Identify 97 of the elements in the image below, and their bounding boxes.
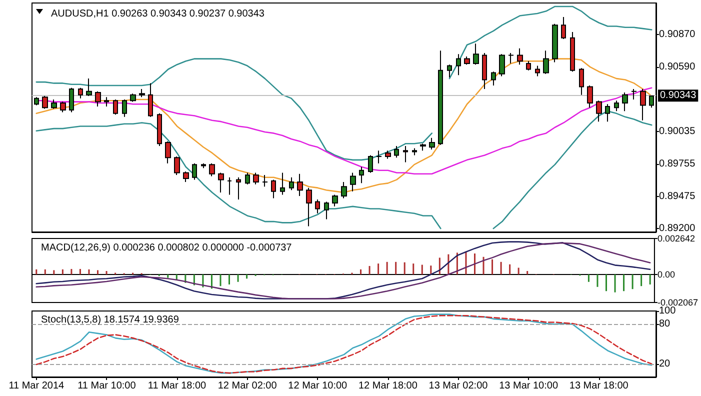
x-tick-label: 11 Mar 2014	[8, 380, 65, 392]
candlestick	[543, 50, 549, 74]
candlestick	[78, 87, 83, 99]
candlestick	[306, 187, 312, 227]
y-tick-label: 20	[659, 358, 671, 370]
candlestick	[359, 166, 364, 184]
candlestick	[482, 52, 487, 90]
candlestick	[262, 174, 268, 188]
candlestick	[183, 171, 189, 183]
candlestick	[113, 98, 118, 116]
y-tick-label: 0.90035	[659, 126, 696, 137]
y-tick-label: 0.89200	[659, 223, 696, 234]
candlestick	[201, 162, 206, 169]
x-tick-label: 11 Mar 10:00	[78, 380, 136, 392]
candlestick	[209, 162, 215, 177]
candlestick	[51, 98, 57, 110]
x-tick-label: 12 Mar 10:00	[288, 380, 348, 392]
candlestick	[412, 148, 417, 156]
x-tick-label: 12 Mar 18:00	[358, 380, 418, 392]
candlestick	[438, 50, 443, 146]
candlestick	[289, 176, 294, 191]
y-tick-label: 0.90870	[659, 28, 696, 40]
candlestick	[297, 173, 303, 196]
candlestick	[508, 52, 514, 64]
candlestick	[86, 78, 92, 96]
y-tick-label: 0.89755	[659, 158, 696, 170]
candlestick	[227, 176, 232, 196]
candlestick	[403, 145, 408, 163]
candlestick	[368, 154, 373, 174]
candlestick	[570, 32, 575, 72]
candlestick	[526, 60, 531, 71]
candlestick	[69, 87, 74, 113]
candlestick	[324, 201, 329, 220]
candlestick	[420, 143, 426, 152]
candlestick	[245, 172, 250, 185]
y-tick-label: 0.90590	[659, 61, 696, 72]
candlestick	[157, 112, 162, 146]
candlestick	[42, 95, 48, 110]
y-tick-label: 100	[659, 306, 676, 316]
candlestick	[561, 16, 566, 40]
candlestick	[280, 172, 285, 196]
candlestick	[622, 92, 628, 112]
candlestick	[535, 65, 540, 77]
candlestick	[394, 145, 399, 158]
candlestick	[253, 172, 259, 185]
candlestick	[376, 150, 382, 164]
line-series	[36, 58, 652, 194]
candlestick	[350, 172, 356, 192]
candlestick	[491, 71, 496, 86]
x-tick-label: 13 Mar 10:00	[499, 380, 558, 392]
candlestick	[332, 194, 338, 207]
candlestick	[605, 104, 610, 122]
candlestick	[614, 100, 619, 112]
text: AUDUSD,H1 0.90263 0.90343 0.90237 0.90343	[51, 8, 265, 20]
candlestick	[34, 96, 39, 106]
chart-title: MACD(12,26,9) 0.000236 0.000802 0.000000 -0.000737	[41, 242, 292, 254]
candlestick	[130, 93, 136, 102]
y-tick-label: 0.89475	[659, 191, 696, 202]
candlestick	[139, 88, 145, 98]
candlestick	[517, 48, 523, 66]
y-tick-label: 80	[659, 318, 671, 330]
candlestick	[631, 88, 637, 100]
candlestick	[473, 43, 479, 66]
candlestick	[579, 68, 584, 96]
candlestick	[104, 96, 109, 107]
candlestick	[122, 98, 127, 118]
candlestick	[271, 179, 276, 199]
candlestick	[587, 85, 593, 108]
x-tick-label: 12 Mar 02:00	[218, 380, 278, 392]
candlestick	[95, 90, 101, 107]
candlestick	[385, 150, 391, 160]
candlestick	[499, 54, 505, 77]
candlestick	[218, 172, 224, 193]
candlestick	[429, 137, 435, 150]
x-tick-label: 13 Mar 02:00	[428, 380, 488, 392]
y-tick-label: 0.002642	[657, 234, 696, 244]
candlestick	[552, 23, 558, 63]
candlestick	[192, 162, 197, 180]
candlestick	[456, 54, 461, 76]
y-tick-label: 0.00	[657, 269, 675, 280]
candlestick	[148, 82, 153, 118]
candlestick	[640, 88, 646, 121]
candlestick	[174, 156, 180, 176]
candlestick	[649, 95, 654, 108]
candlestick	[341, 182, 347, 199]
candlestick	[464, 56, 470, 66]
candlestick	[596, 100, 602, 122]
chart-title: Stoch(13,5,8) 18.1574 19.9369	[41, 314, 180, 326]
candlestick	[60, 101, 66, 113]
candlestick	[315, 198, 320, 214]
x-tick-label: 11 Mar 18:00	[148, 380, 207, 392]
ref-line-label: 0.90343	[660, 90, 697, 102]
candlestick	[165, 140, 171, 164]
candlestick	[236, 176, 241, 200]
y-tick-label: -0.002067	[657, 298, 698, 308]
x-tick-label: 13 Mar 18:00	[569, 380, 629, 392]
candlestick	[447, 64, 452, 78]
